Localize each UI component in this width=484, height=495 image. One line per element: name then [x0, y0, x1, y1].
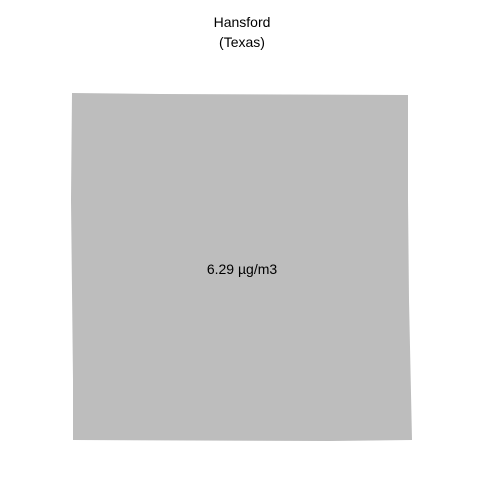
map-subtitle: (Texas)	[219, 34, 265, 50]
county-value-label: 6.29 µg/m3	[206, 261, 278, 277]
map-title: Hansford	[213, 14, 271, 30]
county-shape-hansford	[71, 93, 412, 441]
